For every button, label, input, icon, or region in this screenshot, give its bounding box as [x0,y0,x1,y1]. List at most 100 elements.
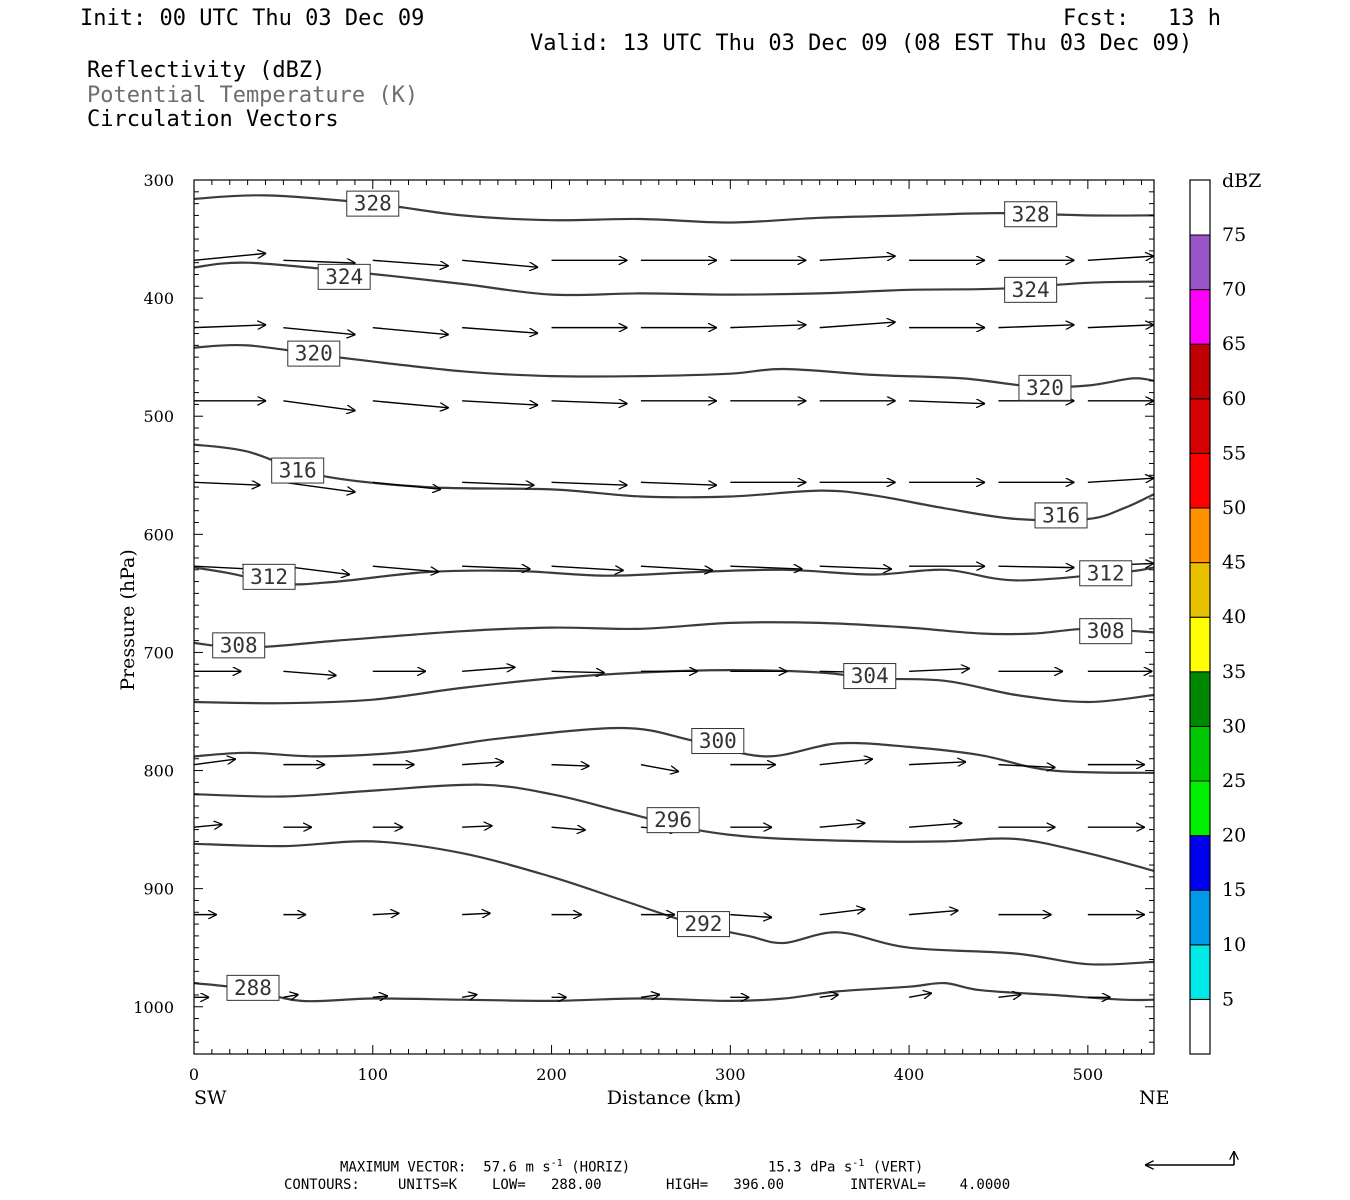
contour-high: HIGH= 396.00 [666,1177,785,1193]
contour-label-box [287,340,341,367]
y-tick-label: 600 [143,525,174,544]
circulation-vector [193,759,236,766]
circulation-vector [462,762,504,765]
circulation-vector [909,823,962,827]
contour-label-box [843,663,897,690]
circulation-vector [193,253,266,262]
colorbar-segment [1189,289,1211,345]
circulation-vector [372,996,388,997]
x-axis-title: Distance (km) [607,1087,742,1109]
x-axis-left-end-label: SW [194,1087,227,1109]
x-tick-label: 400 [894,1065,925,1084]
y-tick-label: 700 [143,643,174,662]
contour-label-box [1004,201,1058,228]
colorbar-segment [1189,398,1211,454]
colorbar-segment [1189,562,1211,618]
contour-label-text: 296 [654,808,692,832]
contour-label: 316 [1034,502,1088,529]
theta-contour-300 [193,726,1155,774]
circulation-vector [1087,256,1154,260]
contour-label-text: 308 [1087,619,1125,643]
colorbar-label: 70 [1222,279,1246,301]
contour-label: 304 [843,663,897,690]
contour-label: 308 [212,632,266,659]
max-horizontal-vector: 57.6 m s [483,1159,551,1176]
contour-label-box [271,457,325,484]
x-axis-right-end-label: NE [1139,1087,1170,1109]
theta-contour-308 [193,621,1155,649]
contour-label: 308 [1079,618,1133,645]
x-tick-label: 300 [715,1065,746,1084]
colorbar-segment [1189,616,1211,673]
forecast-hour: 13 h [1168,6,1221,31]
contour-label: 324 [1004,276,1058,303]
circulation-vector [908,993,932,997]
contour-label-box [646,807,700,834]
contour-label: 324 [317,263,371,290]
colorbar-segment [1189,452,1211,509]
contour-label: 316 [271,457,325,484]
colorbar-label: 35 [1222,661,1246,683]
contour-label: 328 [346,190,400,217]
circulation-vector [909,762,966,765]
circulation-vector [283,326,355,335]
circulation-vector [283,995,298,998]
circulation-vector [1087,478,1154,482]
contour-label: 312 [242,563,296,590]
colorbar-label: 65 [1222,333,1246,355]
circulation-vector [372,400,449,408]
colorbar-label: 25 [1222,770,1246,792]
circulation-vector [819,256,896,260]
colorbar-label: 30 [1222,715,1246,737]
max-vertical-info: 15.3 dPa s-1 (VERT) [768,1159,923,1175]
valid-time: Valid: 13 UTC Thu 03 Dec 09 (08 EST Thu … [530,31,1193,56]
y-tick-label: 500 [143,407,174,426]
circulation-vector [730,566,802,569]
circulation-vector [462,913,491,914]
circulation-vector [909,401,985,404]
circulation-vector [462,259,538,267]
theta-contour-304 [193,668,1155,705]
contour-label: 292 [676,911,730,938]
x-tick-label: 0 [189,1065,199,1084]
circulation-vector [283,671,336,675]
colorbar-label: 40 [1222,606,1246,628]
field-circulation-vectors: Circulation Vectors [87,107,339,132]
max-vertical-vector: 15.3 dPa s [768,1159,853,1176]
contour-label-text: 312 [250,565,288,589]
contour-label-text: 288 [234,976,272,1000]
circulation-vector [1087,325,1154,328]
contour-label-text: 316 [279,459,317,483]
colorbar-label: 15 [1222,879,1246,901]
colorbar-label: 50 [1222,497,1246,519]
contour-label-text: 304 [851,664,889,688]
vertical-tag: (VERT) [872,1159,924,1176]
circulation-vector [998,995,1021,998]
y-axis-title: Pressure (hPa) [117,549,139,691]
circulation-vector [193,325,266,328]
contour-label-box [1004,276,1058,303]
theta-contour-292 [193,840,1155,966]
horizontal-exponent: -1 [550,1158,563,1169]
colorbar-label: 60 [1222,388,1246,410]
contour-label-text: 324 [1012,278,1050,302]
circulation-vector [640,995,660,998]
contour-label-box [242,563,296,590]
colorbar-segment [1189,343,1211,400]
colorbar-segment [1189,780,1211,837]
circulation-vector [551,827,586,830]
plot-frame [193,179,1155,1055]
contour-label-box [691,728,745,755]
colorbar-label: 5 [1222,988,1234,1010]
contour-label-box [676,911,730,938]
colorbar-title: dBZ [1222,170,1261,192]
circulation-vector [372,326,449,335]
contour-label: 320 [287,340,341,367]
circulation-vector [998,765,1055,768]
circulation-vector [283,481,355,492]
contour-label-box [212,632,266,659]
vertical-exponent: -1 [852,1158,865,1169]
circulation-vector [640,763,679,772]
contour-label-text: 320 [1026,376,1064,400]
y-tick-label: 900 [143,880,174,899]
